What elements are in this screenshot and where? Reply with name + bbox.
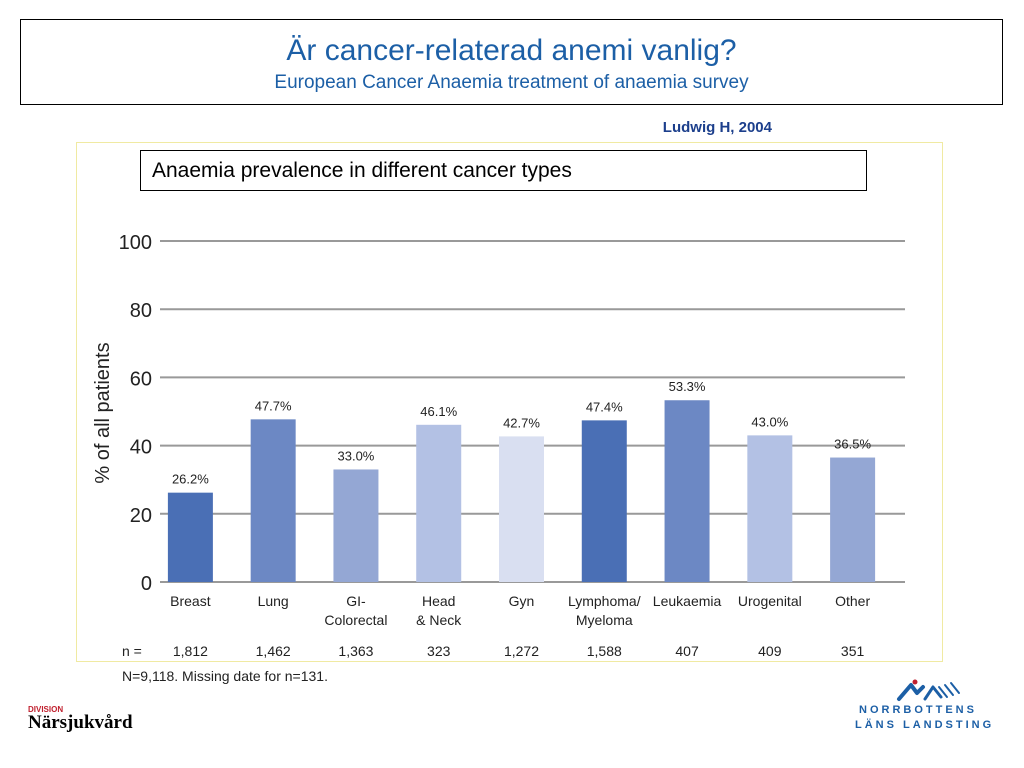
x-tick-label: Colorectal xyxy=(324,612,387,628)
bar xyxy=(581,420,627,582)
division-name: Närsjukvård xyxy=(28,712,133,733)
bar xyxy=(416,424,462,582)
data-label: 46.1% xyxy=(420,404,457,419)
data-label: 53.3% xyxy=(669,379,706,394)
x-tick-label: & Neck xyxy=(416,612,462,628)
y-tick-label: 20 xyxy=(130,505,152,527)
chart-frame xyxy=(76,142,943,662)
bar xyxy=(747,435,793,582)
x-tick-label: Lymphoma/ xyxy=(568,593,641,609)
x-tick-label: Leukaemia xyxy=(653,593,722,609)
data-label: 42.7% xyxy=(503,415,540,430)
n-value: 323 xyxy=(427,643,451,659)
x-tick-label: Myeloma xyxy=(576,612,633,628)
slide-subtitle: European Cancer Anaemia treatment of ana… xyxy=(274,72,749,93)
chart-footnote: N=9,118. Missing date for n=131. xyxy=(122,668,328,684)
n-value: 1,462 xyxy=(256,643,291,659)
data-label: 43.0% xyxy=(751,414,788,429)
bar xyxy=(167,492,213,582)
citation: Ludwig H, 2004 xyxy=(662,119,772,136)
data-label: 33.0% xyxy=(338,448,375,463)
n-value: 1,812 xyxy=(173,643,208,659)
division-label: DIVISION xyxy=(28,705,64,714)
x-tick-label: Breast xyxy=(170,593,211,609)
x-tick-label: GI- xyxy=(346,593,366,609)
y-tick-label: 40 xyxy=(130,437,152,459)
x-tick-label: Head xyxy=(422,593,455,609)
slide-title-box: Är cancer-relaterad anemi vanlig? Europe… xyxy=(20,19,1003,105)
n-value: 1,272 xyxy=(504,643,539,659)
chart-title-box: Anaemia prevalence in different cancer t… xyxy=(140,150,867,191)
x-tick-label: Urogenital xyxy=(738,593,802,609)
n-label: n = xyxy=(122,643,142,659)
y-tick-label: 100 xyxy=(119,232,152,254)
data-label: 47.4% xyxy=(586,399,623,414)
bar xyxy=(664,400,710,582)
n-value: 1,363 xyxy=(338,643,373,659)
y-tick-label: 0 xyxy=(141,573,152,595)
data-label: 47.7% xyxy=(255,398,292,413)
bar xyxy=(830,457,876,582)
y-tick-label: 60 xyxy=(130,368,152,390)
data-label: 36.5% xyxy=(834,437,871,452)
norrbotten-logo: NORRBOTTENS LÄNS LANDSTING xyxy=(855,677,1005,737)
bar xyxy=(333,469,379,582)
data-label: 26.2% xyxy=(172,472,209,487)
logo-line1: NORRBOTTENS xyxy=(859,704,977,716)
x-tick-label: Gyn xyxy=(509,593,535,609)
bar xyxy=(499,436,544,582)
n-value: 351 xyxy=(841,643,865,659)
chart-title: Anaemia prevalence in different cancer t… xyxy=(152,159,572,182)
slide-title: Är cancer-relaterad anemi vanlig? xyxy=(286,34,737,67)
logo-line2: LÄNS LANDSTING xyxy=(855,719,995,731)
x-tick-label: Other xyxy=(835,593,870,609)
norrbotten-logo-icon xyxy=(897,679,960,701)
y-tick-label: 80 xyxy=(130,300,152,322)
bar xyxy=(250,419,296,582)
n-value: 1,588 xyxy=(587,643,622,659)
n-value: 409 xyxy=(758,643,782,659)
y-axis-label: % of all patients xyxy=(92,342,114,483)
x-tick-label: Lung xyxy=(258,593,289,609)
n-value: 407 xyxy=(675,643,699,659)
